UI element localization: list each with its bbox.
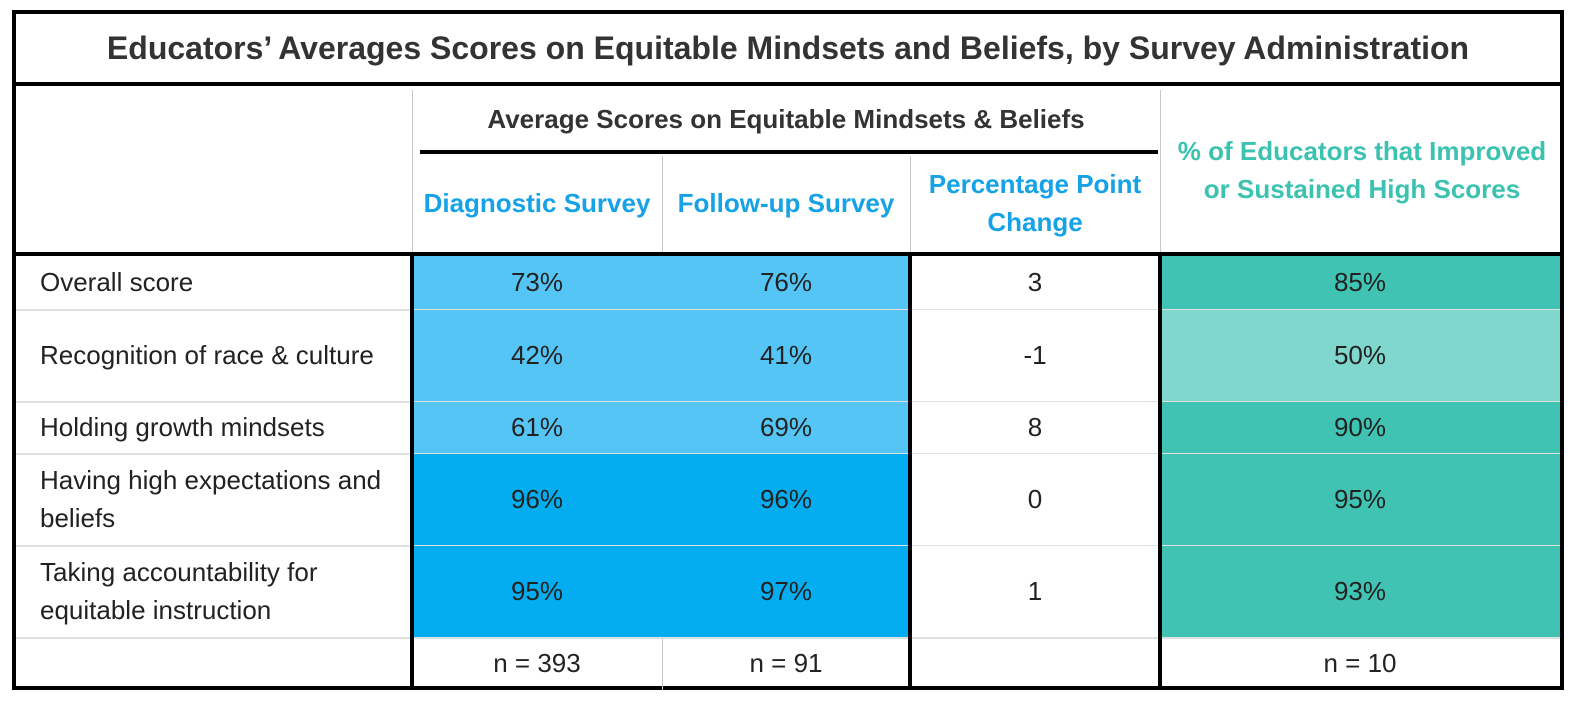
n-improved: n = 10 xyxy=(1323,648,1397,679)
cell-followup: 41% xyxy=(662,310,910,402)
change-left-border xyxy=(908,252,912,690)
cell-diagnostic: 42% xyxy=(412,310,662,402)
cell-followup: 97% xyxy=(662,546,910,638)
n-followup: n = 91 xyxy=(749,648,823,679)
cell-change: -1 xyxy=(910,310,1160,402)
cell-improved: 50% xyxy=(1160,310,1560,402)
col-header-diagnostic: Diagnostic Survey xyxy=(423,188,651,219)
header-divider xyxy=(910,156,911,252)
row-divider xyxy=(16,637,1560,639)
cell-improved: 95% xyxy=(1160,454,1560,546)
col-header-change: Percentage Point Change xyxy=(928,169,1142,237)
table-frame: Educators’ Averages Scores on Equitable … xyxy=(12,10,1564,690)
row-label: Taking accountability for equitable inst… xyxy=(40,557,318,625)
col-header-improved: % of Educators that Improved or Sustaine… xyxy=(1177,136,1547,204)
cell-improved: 85% xyxy=(1160,256,1560,310)
header-divider xyxy=(662,156,663,252)
n-diagnostic: n = 393 xyxy=(493,648,581,679)
cell-followup: 96% xyxy=(662,454,910,546)
cell-diagnostic: 73% xyxy=(412,256,662,310)
n-change xyxy=(910,638,1160,690)
group-header-underline xyxy=(420,150,1158,154)
left-thick-border xyxy=(410,252,414,690)
cell-improved: 93% xyxy=(1160,546,1560,638)
row-label: Recognition of race & culture xyxy=(40,340,374,371)
cell-improved: 90% xyxy=(1160,402,1560,454)
col-header-followup: Follow-up Survey xyxy=(677,188,895,219)
cell-diagnostic: 96% xyxy=(412,454,662,546)
cell-followup: 69% xyxy=(662,402,910,454)
header-divider xyxy=(412,90,413,252)
n-row-divider xyxy=(662,638,663,690)
cell-diagnostic: 95% xyxy=(412,546,662,638)
table-title: Educators’ Averages Scores on Equitable … xyxy=(16,14,1560,86)
cell-change: 1 xyxy=(910,546,1160,638)
improved-left-border xyxy=(1158,252,1162,690)
cell-change: 8 xyxy=(910,402,1160,454)
header-divider xyxy=(1160,90,1161,252)
row-label: Overall score xyxy=(40,267,194,298)
header-bottom-border xyxy=(16,252,1560,256)
row-label: Having high expectations and beliefs xyxy=(40,465,382,533)
cell-change: 3 xyxy=(910,256,1160,310)
cell-diagnostic: 61% xyxy=(412,402,662,454)
cell-followup: 76% xyxy=(662,256,910,310)
row-label: Holding growth mindsets xyxy=(40,412,325,443)
cell-change: 0 xyxy=(910,454,1160,546)
group-header: Average Scores on Equitable Mindsets & B… xyxy=(487,104,1085,135)
